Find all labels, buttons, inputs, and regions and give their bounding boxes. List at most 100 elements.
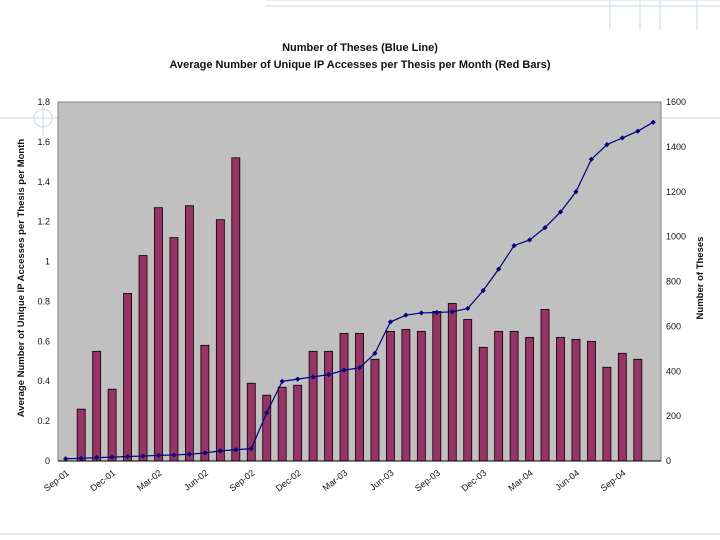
bar — [494, 330, 504, 462]
line-point — [171, 452, 177, 458]
y-tick-label: 1.4 — [37, 177, 50, 187]
bar — [200, 344, 210, 462]
bar — [324, 350, 333, 462]
bar — [123, 293, 132, 462]
bar — [401, 328, 411, 462]
bar — [571, 338, 581, 462]
line-point — [63, 456, 69, 462]
x-tick-label: Mar-02 — [135, 468, 164, 493]
line-point — [109, 454, 115, 460]
bar — [339, 332, 349, 462]
bar — [154, 207, 163, 462]
line-point — [542, 225, 548, 231]
bar — [416, 330, 426, 462]
x-tick-label: Dec-01 — [88, 468, 117, 494]
bar — [478, 346, 488, 462]
x-tick-label: Sep-02 — [227, 468, 256, 494]
x-tick-label: Dec-03 — [459, 468, 488, 494]
bar — [293, 384, 303, 462]
y-tick-label: 0 — [45, 456, 50, 466]
bar — [138, 255, 148, 462]
line-point — [341, 367, 347, 373]
y-tick-label: 1.2 — [37, 217, 50, 227]
y2-axis-label: Number of Theses — [695, 237, 706, 320]
chart-subtitle: Average Number of Unique IP Accesses per… — [169, 59, 551, 71]
bar — [463, 318, 473, 462]
line-point — [465, 305, 471, 312]
chart-title: Number of Theses (Blue Line) — [282, 42, 438, 54]
y2-tick-label: 1400 — [666, 142, 686, 152]
y2-tick-label: 200 — [666, 411, 681, 421]
line-point — [325, 372, 332, 378]
y2-tick-label: 1200 — [666, 187, 686, 197]
y2-tick-label: 400 — [666, 366, 681, 376]
line-point — [650, 119, 656, 125]
line-point — [635, 128, 641, 134]
line-point — [78, 455, 84, 461]
line-point — [403, 312, 409, 318]
line-point — [418, 310, 424, 316]
y-tick-label: 1.8 — [37, 97, 50, 107]
y-tick-label: 0.6 — [37, 336, 50, 346]
bar — [633, 358, 643, 462]
line-point — [295, 376, 301, 382]
line-point — [202, 450, 208, 456]
x-tick-label: Sep-04 — [599, 468, 628, 494]
x-tick-label: Jun-02 — [182, 468, 210, 493]
bar — [308, 350, 318, 462]
y2-tick-label: 1000 — [666, 232, 686, 242]
x-tick-label: Mar-03 — [321, 468, 350, 493]
line-point — [434, 309, 440, 316]
y2-tick-label: 600 — [666, 321, 681, 331]
line-point — [155, 452, 162, 458]
line-point — [619, 135, 625, 141]
line-point — [480, 287, 486, 294]
line-point — [233, 447, 239, 453]
bar — [185, 205, 194, 462]
bar — [92, 350, 102, 462]
line-point — [511, 243, 517, 249]
y2-tick-label: 800 — [666, 277, 681, 287]
bar — [525, 336, 534, 462]
bar — [355, 332, 364, 462]
line-point — [124, 453, 131, 460]
line-point — [557, 209, 564, 215]
bar — [432, 311, 442, 462]
bar — [617, 352, 627, 462]
bar — [169, 237, 179, 462]
y-tick-label: 1.6 — [37, 137, 50, 147]
line-point — [140, 453, 146, 459]
y-axis-label: Average Number of Unique IP Accesses per… — [16, 139, 27, 418]
line-point — [588, 156, 595, 162]
line-point — [387, 319, 394, 325]
bar — [386, 330, 395, 462]
y2-tick-label: 1600 — [666, 97, 686, 107]
y-tick-label: 0.8 — [37, 296, 50, 306]
line-point — [356, 365, 363, 371]
line-point — [310, 374, 316, 380]
bar — [540, 309, 550, 462]
x-tick-label: Sep-03 — [413, 468, 442, 494]
x-tick-label: Jun-03 — [368, 468, 396, 493]
bar — [556, 336, 565, 462]
line-point — [94, 455, 100, 461]
bar — [107, 388, 117, 462]
bar — [602, 366, 612, 462]
line-point — [279, 378, 285, 384]
x-tick-label: Sep-01 — [42, 468, 71, 494]
line-point — [449, 309, 455, 315]
bar — [277, 386, 287, 462]
y-tick-label: 1 — [45, 257, 50, 267]
y2-tick-label: 0 — [666, 456, 671, 466]
bar — [509, 330, 519, 462]
bar — [447, 303, 457, 462]
x-tick-label: Mar-04 — [506, 468, 535, 493]
line-point — [526, 237, 533, 243]
bar — [370, 358, 380, 462]
line-point — [248, 446, 254, 452]
line-point — [186, 451, 193, 457]
y-tick-label: 0.4 — [37, 376, 50, 386]
bar — [587, 340, 596, 462]
line-point — [372, 350, 378, 356]
